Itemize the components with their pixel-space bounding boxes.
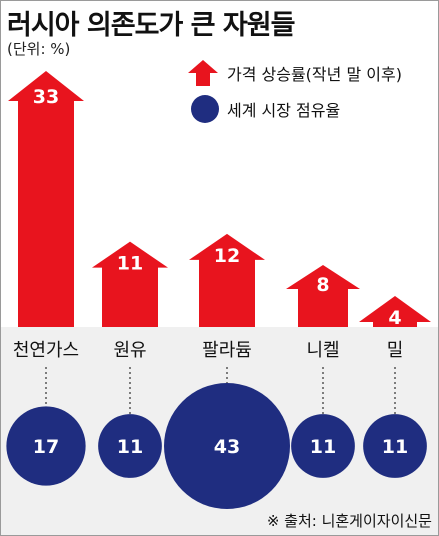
legend-share: 세계 시장 점유율 (191, 95, 340, 123)
price-arrow-bar (8, 71, 84, 327)
price-value-label: 11 (117, 253, 143, 275)
price-arrow-bar (92, 241, 168, 327)
share-circle (98, 414, 162, 478)
share-circle (6, 406, 86, 486)
share-circle (291, 414, 355, 478)
price-value-label: 33 (33, 86, 59, 108)
price-arrow-bar (189, 233, 265, 327)
arrow-up-icon (188, 60, 218, 86)
share-value-label: 11 (117, 436, 143, 458)
price-arrow-bar (359, 295, 431, 327)
price-value-label: 12 (214, 245, 240, 267)
category-label: 팔라듐 (202, 340, 252, 361)
legend-share-label: 세계 시장 점유율 (227, 101, 341, 120)
chart-title: 러시아 의존도가 큰 자원들 (7, 10, 295, 41)
share-value-label: 43 (214, 436, 240, 458)
share-value-label: 17 (33, 436, 59, 458)
price-arrow-bar (286, 264, 360, 327)
category-label: 천연가스 (13, 340, 79, 361)
category-label: 니켈 (306, 340, 339, 361)
share-circle (164, 383, 290, 509)
legend-price-label: 가격 상승률(작년 말 이후) (227, 65, 402, 84)
legend-price: 가격 상승률(작년 말 이후) (187, 59, 402, 87)
category-label: 밀 (387, 340, 404, 361)
category-label: 원유 (113, 340, 146, 361)
price-value-label: 8 (316, 274, 329, 296)
unit-label: (단위: %) (7, 40, 71, 58)
circle-icon (191, 95, 219, 123)
price-value-label: 4 (388, 307, 401, 329)
share-value-label: 11 (310, 436, 336, 458)
source-note: ※ 출처: 니혼게이자이신문 (266, 512, 432, 530)
share-circle (363, 414, 427, 478)
share-value-label: 11 (382, 436, 408, 458)
